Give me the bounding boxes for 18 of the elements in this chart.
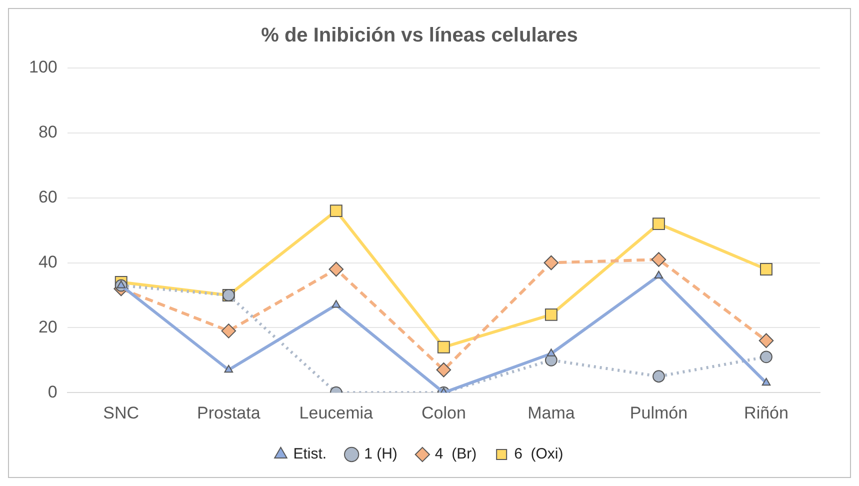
y-tick-label: 100 — [28, 58, 58, 77]
chart-title: % de Inibición vs líneas celulares — [261, 24, 578, 47]
x-tick-label: Riñón — [744, 403, 788, 422]
legend-label: 4 (Br) — [434, 446, 477, 463]
legend-label: Etist. — [293, 446, 327, 463]
y-tick-label: 60 — [38, 188, 58, 207]
x-tick-label: Prostata — [196, 403, 261, 422]
x-tick-label: Colon — [421, 403, 466, 422]
x-tick-label: Leucemia — [299, 403, 374, 422]
y-tick-label: 80 — [38, 122, 58, 142]
legend-label: 1 (H) — [364, 446, 398, 463]
y-tick-label: 40 — [38, 252, 58, 272]
y-tick-label: 0 — [48, 382, 58, 402]
y-tick-label: 20 — [38, 317, 58, 336]
x-tick-label: Pulmón — [630, 403, 688, 422]
x-tick-label: Mama — [528, 403, 576, 422]
x-tick-label: SNC — [103, 403, 140, 422]
legend-label: 6 (Oxi) — [514, 446, 564, 463]
